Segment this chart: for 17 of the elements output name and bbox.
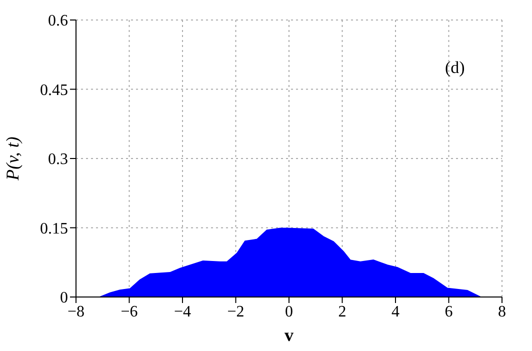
x-tick-label: 4	[392, 303, 400, 320]
y-tick-label: 0	[60, 290, 68, 307]
x-tick-label: 6	[444, 303, 453, 320]
x-tick-label: −4	[174, 303, 192, 320]
x-tick-label: 0	[285, 303, 293, 320]
x-tick-label: 8	[498, 303, 506, 320]
x-tick-label: 2	[338, 303, 346, 320]
y-tick-label: 0.15	[40, 220, 68, 238]
y-tick-label: 0.6	[48, 12, 68, 30]
y-tick-label: 0.45	[40, 82, 68, 99]
x-axis-title: v	[284, 325, 294, 345]
x-tick-label: −8	[67, 303, 85, 320]
x-tick-label: −2	[227, 303, 244, 320]
y-tick-label: 0.3	[48, 151, 68, 168]
x-tick-label: −6	[120, 303, 138, 320]
y-axis-title: P(v, t)	[2, 136, 22, 182]
annotation: (d)	[445, 58, 465, 78]
